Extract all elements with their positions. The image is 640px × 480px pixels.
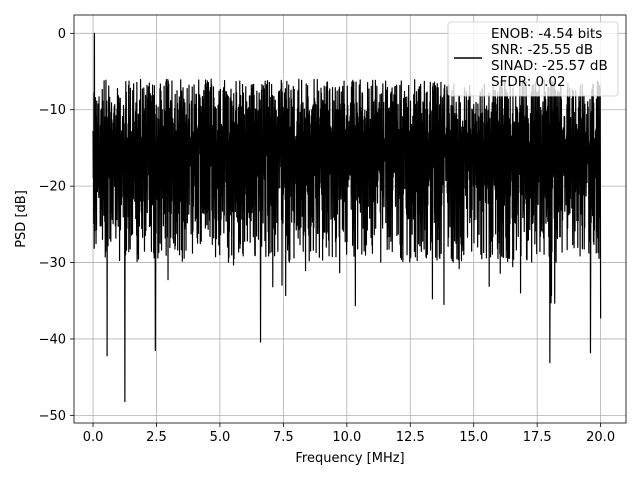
y-tick-label: −30 (39, 256, 66, 271)
x-tick-label: 5.0 (210, 430, 231, 445)
y-tick-label: 0 (58, 27, 66, 42)
y-axis: 0 −10 −20 −30 −40 −50 (39, 27, 74, 424)
x-tick-label: 17.5 (523, 430, 552, 445)
legend-sfdr: SFDR: 0.02 (491, 74, 566, 90)
y-tick-label: −10 (39, 103, 66, 118)
x-axis-label: Frequency [MHz] (295, 451, 404, 466)
y-tick-label: −20 (39, 180, 66, 195)
legend-snr: SNR: -25.55 dB (491, 42, 593, 58)
psd-trace (92, 32, 602, 403)
y-axis-label: PSD [dB] (14, 190, 29, 248)
x-tick-label: 2.5 (146, 430, 167, 445)
x-tick-label: 15.0 (459, 430, 488, 445)
legend-enob: ENOB: -4.54 bits (491, 26, 602, 42)
plot-frame (73, 14, 627, 424)
legend: ENOB: -4.54 bits SNR: -25.55 dB SINAD: -… (447, 21, 619, 97)
x-tick-label: 20.0 (586, 430, 615, 445)
psd-series (92, 32, 602, 403)
x-tick-label: 7.5 (273, 430, 294, 445)
x-tick-label: 10.0 (332, 430, 361, 445)
legend-box (447, 21, 619, 97)
x-axis: 0.0 2.5 5.0 7.5 10.0 12.5 15.0 17.5 20.0 (83, 423, 615, 445)
y-tick-label: −40 (39, 332, 66, 347)
x-tick-label: 0.0 (83, 430, 104, 445)
y-tick-label: −50 (39, 409, 66, 424)
x-tick-label: 12.5 (396, 430, 425, 445)
legend-sinad: SINAD: -25.57 dB (491, 58, 608, 74)
